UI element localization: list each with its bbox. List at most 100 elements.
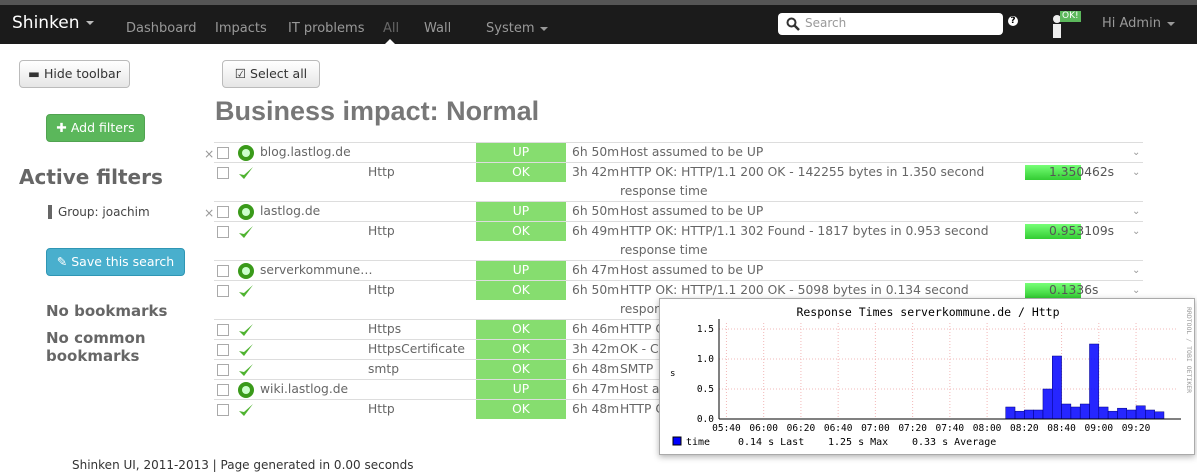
graph-popup: Response Times serverkommune.de / Http 05… (659, 298, 1195, 455)
expand-chevron[interactable]: ⌄ (1132, 206, 1141, 217)
checkbox[interactable] (217, 206, 229, 218)
remove-icon[interactable]: × (204, 147, 215, 161)
duration: 6h 50m (572, 204, 620, 218)
side-label: RRDTOOL / TOBI OETIKER (1185, 307, 1193, 393)
x-tick-label: 07:00 (861, 423, 890, 434)
bar (1107, 410, 1118, 420)
x-tick-label: 08:40 (1047, 423, 1076, 434)
button-text: Save this search (71, 254, 175, 269)
checkbox[interactable] (217, 404, 229, 416)
legend-label: time (686, 437, 710, 448)
expand-chevron[interactable]: ⌄ (1132, 167, 1141, 178)
help-icon[interactable]: ? (1008, 16, 1018, 26)
user-menu[interactable]: Hi Admin (1102, 16, 1175, 31)
service-name[interactable]: Http (368, 165, 395, 179)
host-name[interactable]: lastlog.de (260, 204, 321, 218)
state: UP (476, 261, 566, 280)
duration: 6h 48m (572, 362, 620, 376)
host-name[interactable]: blog.lastlog.de (260, 145, 351, 159)
checkbox[interactable] (217, 384, 229, 396)
remove-icon[interactable]: × (204, 206, 215, 220)
checkbox[interactable] (217, 147, 229, 159)
button-text: Add filters (70, 120, 135, 135)
expand-chevron[interactable]: ⌄ (1132, 265, 1141, 276)
service-name[interactable]: Http (368, 224, 395, 238)
checkbox[interactable] (217, 265, 229, 277)
save-search-button[interactable]: ✎ Save this search (46, 248, 185, 276)
navbar: Shinken Dashboard Impacts IT problems All Wa… (0, 0, 1197, 44)
checkbox[interactable] (217, 285, 229, 297)
duration: 3h 42m (572, 165, 620, 179)
nav-item[interactable]: Dashboard (126, 21, 197, 36)
ok-badge: OK! (1060, 11, 1081, 22)
bar (1098, 406, 1109, 420)
perf-value: 0.953109s (1049, 224, 1115, 238)
duration: 6h 48m (572, 402, 620, 416)
output: HTTP C (620, 322, 664, 336)
page-title: Business impact: Normal (215, 96, 540, 126)
nav-item[interactable]: Impacts (215, 21, 267, 36)
output: HTTP OK: HTTP/1.1 200 OK - 142255 bytes … (620, 165, 985, 198)
no-bookmarks: No bookmarks (46, 302, 168, 320)
output: SMTP (620, 362, 654, 376)
duration: 3h 42m (572, 342, 620, 356)
output: Host a (620, 382, 660, 396)
y-tick-label: 0.0 (697, 414, 714, 425)
active-filters-title: Active filters (19, 165, 163, 189)
duration: 6h 47m (572, 382, 620, 396)
x-tick-label: 06:40 (824, 423, 853, 434)
bar (1052, 355, 1062, 420)
perf-bar (1025, 283, 1081, 298)
impact-row: × lastlog.de UP 6h 50m Host assumed to be UP… (204, 201, 1143, 221)
select-all-button[interactable]: ☑ Select all (222, 60, 320, 88)
button-text: Hide toolbar (43, 66, 121, 81)
host-name[interactable]: wiki.lastlog.de (260, 382, 349, 396)
checkbox[interactable] (217, 364, 229, 376)
checkbox[interactable] (217, 324, 229, 336)
expand-chevron[interactable]: ⌄ (1132, 285, 1141, 296)
service-name[interactable]: Http (368, 283, 395, 297)
output: Host assumed to be UP (620, 145, 764, 159)
checkbox[interactable] (217, 226, 229, 238)
x-tick-label: 06:00 (749, 423, 778, 434)
nav-item[interactable]: IT problems (288, 21, 365, 36)
user-icon (1053, 15, 1061, 38)
active-arrow (385, 39, 395, 44)
state: UP (476, 202, 566, 221)
checkbox[interactable] (217, 344, 229, 356)
checkbox[interactable] (217, 167, 229, 179)
nav-item[interactable]: System (486, 21, 549, 36)
bar (1005, 406, 1016, 420)
host-icon (237, 203, 255, 227)
service-name[interactable]: HttpsCertificate (368, 342, 465, 356)
host-name[interactable]: serverkommune… (260, 263, 373, 277)
service-name[interactable]: Http (368, 402, 395, 416)
x-tick-label: 07:40 (936, 423, 965, 434)
footer: Shinken UI, 2011-2013 | Page generated i… (72, 458, 414, 472)
duration: 6h 46m (572, 322, 620, 336)
service-icon (237, 361, 255, 385)
bar (1135, 405, 1146, 420)
service-icon (237, 401, 255, 425)
search-box[interactable]: Search (778, 13, 1003, 35)
bar (1024, 409, 1034, 420)
hide-toolbar-button[interactable]: ▬ Hide toolbar (19, 60, 130, 88)
y-axis-label: s (670, 369, 675, 379)
duration: 6h 50m (572, 145, 620, 159)
brand[interactable]: Shinken (12, 13, 94, 33)
search-placeholder: Search (805, 16, 847, 30)
bar (1014, 410, 1025, 420)
nav-item[interactable]: All (383, 21, 400, 36)
service-name[interactable]: smtp (368, 362, 400, 376)
service-name[interactable]: Https (368, 322, 402, 336)
state: OK (476, 320, 566, 339)
bar (1042, 388, 1053, 420)
expand-chevron[interactable]: ⌄ (1132, 147, 1141, 158)
add-filters-button[interactable]: ✚ Add filters (46, 114, 145, 142)
expand-chevron[interactable]: ⌄ (1132, 226, 1141, 237)
y-tick-label: 1.0 (697, 354, 714, 365)
state: OK (476, 281, 566, 300)
nav-item[interactable]: Wall (424, 21, 452, 36)
bar (1117, 407, 1127, 420)
